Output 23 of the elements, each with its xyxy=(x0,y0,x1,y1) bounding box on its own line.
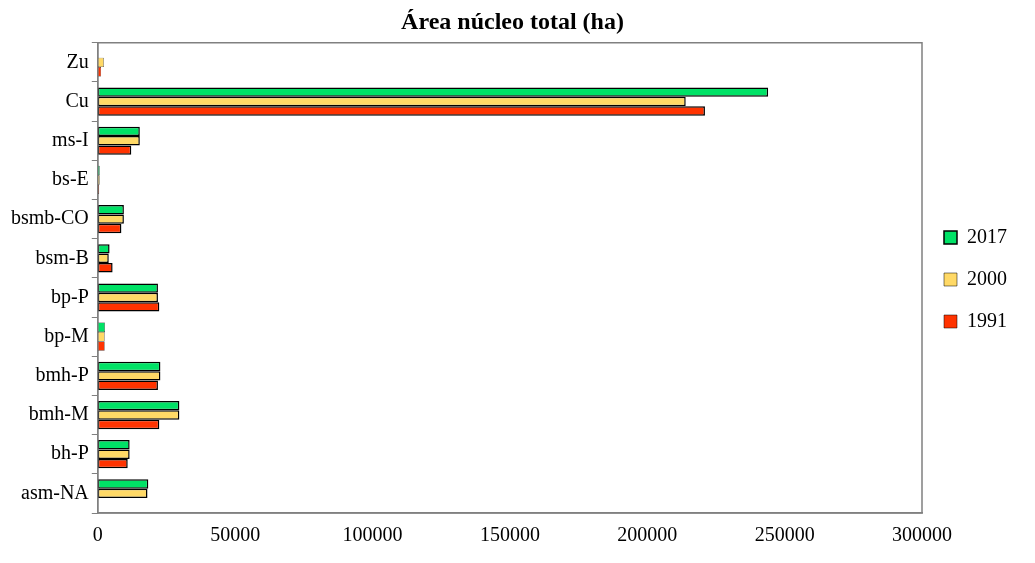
y-tick-label: bsmb-CO xyxy=(10,206,89,229)
x-tick-label: 100000 xyxy=(342,523,403,546)
y-tick-label: bh-P xyxy=(50,441,89,464)
x-tick-label: 50000 xyxy=(210,523,261,546)
x-tick-label: 150000 xyxy=(479,523,540,546)
y-tick-label: ms-I xyxy=(52,128,89,151)
y-tick-label: bmh-P xyxy=(35,363,89,386)
chart-title: Área núcleo total (ha) xyxy=(401,7,624,34)
y-tick-label: asm-NA xyxy=(21,480,90,503)
y-tick-label: bp-M xyxy=(44,323,89,347)
y-tick-label: Zu xyxy=(66,49,89,72)
x-tick-label: 0 xyxy=(92,523,103,546)
x-tick-label: 250000 xyxy=(754,523,815,546)
x-tick-label: 200000 xyxy=(617,523,678,546)
legend-label: 2017 xyxy=(967,224,1007,247)
legend-label: 1991 xyxy=(967,308,1007,331)
y-tick-label: bmh-M xyxy=(28,402,89,425)
y-tick-label: bp-P xyxy=(50,284,89,308)
y-tick-label: bsm-B xyxy=(35,245,89,268)
y-tick-label: bs-E xyxy=(52,167,89,190)
y-tick-label: Cu xyxy=(65,88,89,111)
legend-label: 2000 xyxy=(967,266,1007,289)
x-tick-label: 300000 xyxy=(892,523,952,546)
